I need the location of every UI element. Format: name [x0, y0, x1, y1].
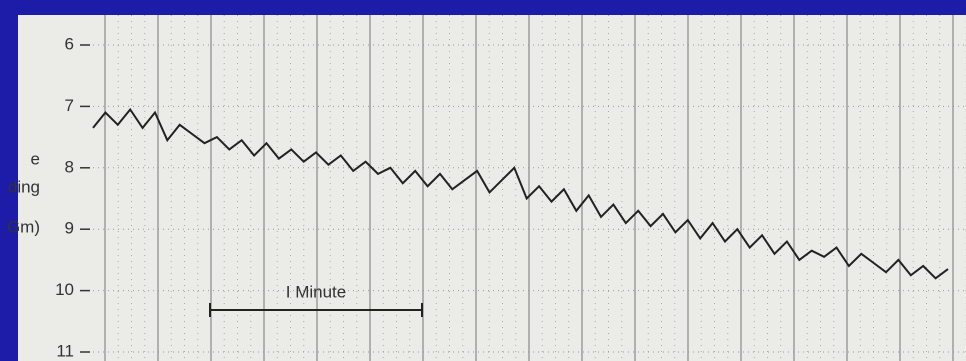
annotation: I Minute	[286, 282, 346, 301]
chart: I Minute 6 7 8 9 10 11 e ding Gm)	[0, 0, 966, 361]
y-axis-label: e	[31, 149, 40, 168]
page: {"chart_data": {"type": "line", "inverte…	[0, 0, 966, 361]
y-tick-label: 6	[65, 34, 74, 53]
y-tick-label: 9	[65, 219, 74, 238]
paper	[18, 15, 966, 361]
y-tick-label: 10	[55, 280, 74, 299]
y-tick-label: 11	[56, 341, 74, 360]
y-tick-label: 8	[65, 157, 74, 176]
y-axis-label: Gm)	[7, 217, 40, 236]
y-axis-label: ding	[8, 177, 40, 196]
y-tick-label: 7	[65, 96, 74, 115]
